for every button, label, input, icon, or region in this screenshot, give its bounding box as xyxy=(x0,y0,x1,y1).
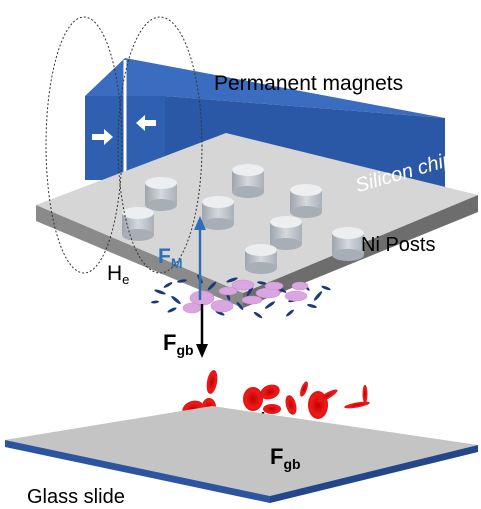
magnetic-force-label: FM xyxy=(158,245,183,271)
fgb-sub-upper: gb xyxy=(176,342,194,358)
he-sub: e xyxy=(122,272,130,287)
fgb-main-upper: F xyxy=(163,330,177,355)
glass-slide xyxy=(5,406,478,503)
fm-sub: M xyxy=(170,255,183,271)
fm-main: F xyxy=(158,245,171,268)
field-he-label: He xyxy=(107,262,129,287)
he-main: H xyxy=(107,262,123,285)
captured-particles xyxy=(151,274,331,319)
ni-posts-label: Ni Posts xyxy=(361,234,436,256)
fgb-sub-lower: gb xyxy=(283,456,301,472)
ni-post xyxy=(232,164,264,198)
gravity-buoyancy-label-upper: Fgb xyxy=(163,330,194,358)
ni-post xyxy=(290,184,322,218)
ni-post xyxy=(270,216,302,250)
gravity-buoyancy-arrow-upper xyxy=(196,304,208,358)
fgb-main-lower: F xyxy=(270,444,284,469)
magnetic-field-loops xyxy=(45,16,203,274)
left-arrow-icon xyxy=(136,115,156,131)
magnetic-force-arrow xyxy=(194,216,206,300)
ni-post xyxy=(122,207,154,241)
ni-post xyxy=(145,177,177,211)
ni-posts xyxy=(122,164,364,274)
gravity-buoyancy-label-lower: Fgb xyxy=(270,444,301,472)
permanent-magnets-label: Permanent magnets xyxy=(214,72,404,95)
ni-post xyxy=(332,227,364,261)
glass-slide-label: Glass slide xyxy=(27,486,125,508)
ni-post xyxy=(202,196,234,230)
ni-post xyxy=(245,244,277,274)
right-arrow-icon xyxy=(92,129,113,145)
